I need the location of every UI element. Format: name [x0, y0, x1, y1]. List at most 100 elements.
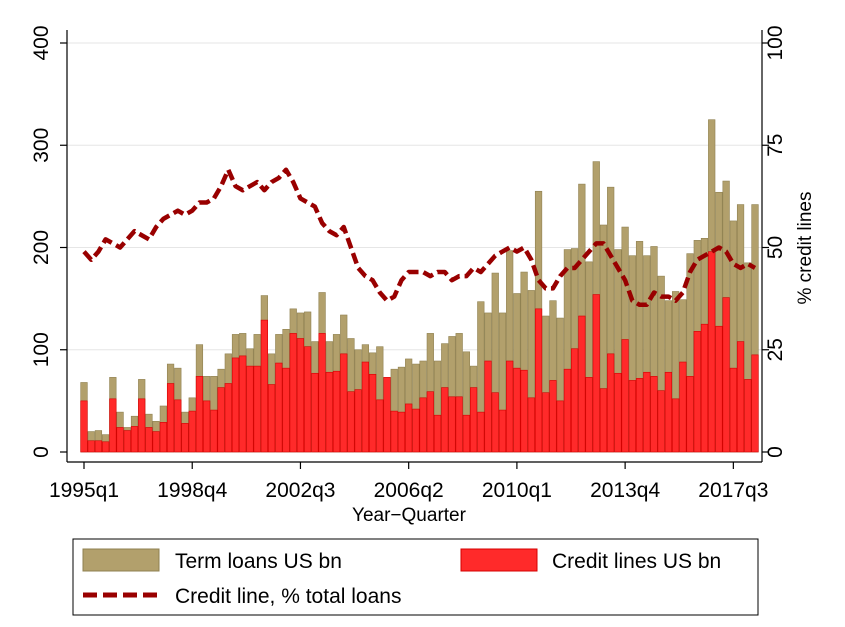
credit-lines-bar [700, 323, 709, 453]
credit-lines-bar [441, 387, 449, 453]
credit-lines-bar [470, 387, 478, 453]
credit-lines-bar [585, 377, 593, 453]
credit-lines-bar [325, 371, 333, 453]
credit-lines-bar [123, 430, 131, 453]
right-axis-title: % credit lines [795, 192, 816, 305]
x-tick-label: 2010q1 [482, 479, 552, 502]
credit-lines-bar [491, 392, 499, 453]
credit-lines-bar [513, 367, 521, 453]
legend-label-credit-lines: Credit lines US bn [552, 550, 721, 573]
credit-lines-bar [614, 372, 622, 453]
credit-lines-bar [332, 370, 341, 453]
credit-lines-bar [563, 368, 572, 453]
right-axis-ticks: 0 25 50 75 100 [762, 25, 787, 458]
credit-lines-bar [527, 397, 535, 453]
credit-lines-bar [635, 378, 644, 453]
credit-lines-bar [390, 410, 398, 453]
credit-lines-bar [217, 387, 225, 453]
credit-lines-bar [679, 361, 687, 453]
credit-lines-bar [87, 440, 95, 453]
credit-lines-bar [275, 362, 283, 453]
credit-line-pct-line [82, 167, 757, 308]
credit-lines-bar [376, 399, 384, 453]
credit-lines-bar [80, 400, 88, 453]
credit-lines-bar [203, 400, 211, 453]
credit-lines-bar [102, 441, 110, 453]
legend-label-term-loans: Term loans US bn [175, 550, 342, 573]
x-tick-label: 2006q2 [374, 479, 444, 502]
credit-lines-bar [340, 353, 348, 453]
legend: Term loans US bn Credit lines US bn Cred… [72, 538, 759, 616]
credit-line-pct-series [82, 167, 757, 308]
credit-lines-bar [159, 422, 167, 453]
left-axis-ticks: 0 100 200 300 400 [30, 25, 67, 458]
credit-lines-bar [498, 409, 507, 453]
right-tick-label: 75 [764, 134, 787, 157]
credit-lines-bar [578, 315, 586, 453]
credit-lines-bar [94, 440, 103, 453]
credit-lines-bar [231, 357, 240, 453]
credit-lines-bar [246, 365, 254, 453]
x-tick-label: 1998q4 [157, 479, 227, 502]
credit-lines-bar [368, 373, 377, 453]
credit-lines-bars [80, 251, 759, 453]
credit-lines-bar [484, 360, 492, 453]
credit-lines-bar [138, 398, 146, 453]
x-tick-label: 2002q3 [265, 479, 335, 502]
credit-lines-bar [109, 398, 117, 453]
credit-lines-bar [556, 400, 564, 453]
legend-frame [72, 538, 759, 616]
credit-lines-bar [672, 398, 680, 453]
credit-lines-bar [152, 431, 160, 453]
credit-lines-bar [116, 427, 124, 453]
credit-lines-bar [455, 396, 463, 453]
credit-lines-bar [607, 353, 615, 453]
credit-lines-bar [729, 367, 737, 453]
credit-lines-bar [628, 380, 636, 453]
credit-lines-bar [239, 355, 247, 453]
credit-lines-bar [643, 371, 651, 453]
right-tick-label: 25 [764, 338, 787, 361]
credit-lines-bar [405, 403, 413, 453]
credit-lines-bar [224, 383, 232, 453]
credit-lines-bar [571, 348, 579, 453]
credit-lines-bar [722, 297, 730, 453]
credit-lines-bar [282, 367, 290, 453]
credit-lines-bar [166, 383, 175, 453]
credit-lines-bar [736, 341, 745, 453]
legend-label-pct-line: Credit line, % total loans [175, 585, 401, 608]
credit-lines-bar [253, 365, 261, 453]
credit-lines-bar [181, 423, 189, 453]
credit-lines-bar [354, 389, 362, 453]
left-tick-label: 100 [30, 332, 53, 367]
left-tick-label: 0 [30, 446, 53, 458]
credit-lines-bar [260, 319, 268, 453]
left-tick-label: 300 [30, 128, 53, 163]
credit-lines-bar [188, 410, 196, 453]
credit-lines-bar [448, 396, 456, 453]
credit-lines-bar [462, 414, 470, 453]
credit-lines-bar [130, 426, 139, 453]
credit-lines-bar [751, 354, 759, 453]
left-tick-label: 400 [30, 25, 53, 60]
credit-lines-bar [621, 339, 629, 453]
credit-lines-bar [397, 411, 406, 453]
legend-swatch-credit-lines [460, 548, 538, 572]
credit-lines-bar [361, 361, 369, 453]
credit-lines-bar [412, 408, 420, 453]
credit-lines-bar [311, 372, 319, 453]
credit-lines-bar [650, 376, 658, 453]
left-tick-label: 200 [30, 230, 53, 265]
credit-lines-bar [347, 391, 355, 453]
credit-lines-bar [657, 390, 665, 453]
credit-lines-bar [433, 414, 442, 453]
credit-lines-bar [318, 333, 326, 453]
credit-lines-bar [542, 392, 550, 453]
x-axis-title: Year−Quarter [352, 505, 467, 526]
credit-lines-bar [506, 360, 514, 453]
credit-lines-bar [383, 377, 391, 453]
axes [66, 30, 763, 463]
credit-lines-bar [174, 399, 182, 453]
right-tick-label: 100 [764, 25, 787, 60]
